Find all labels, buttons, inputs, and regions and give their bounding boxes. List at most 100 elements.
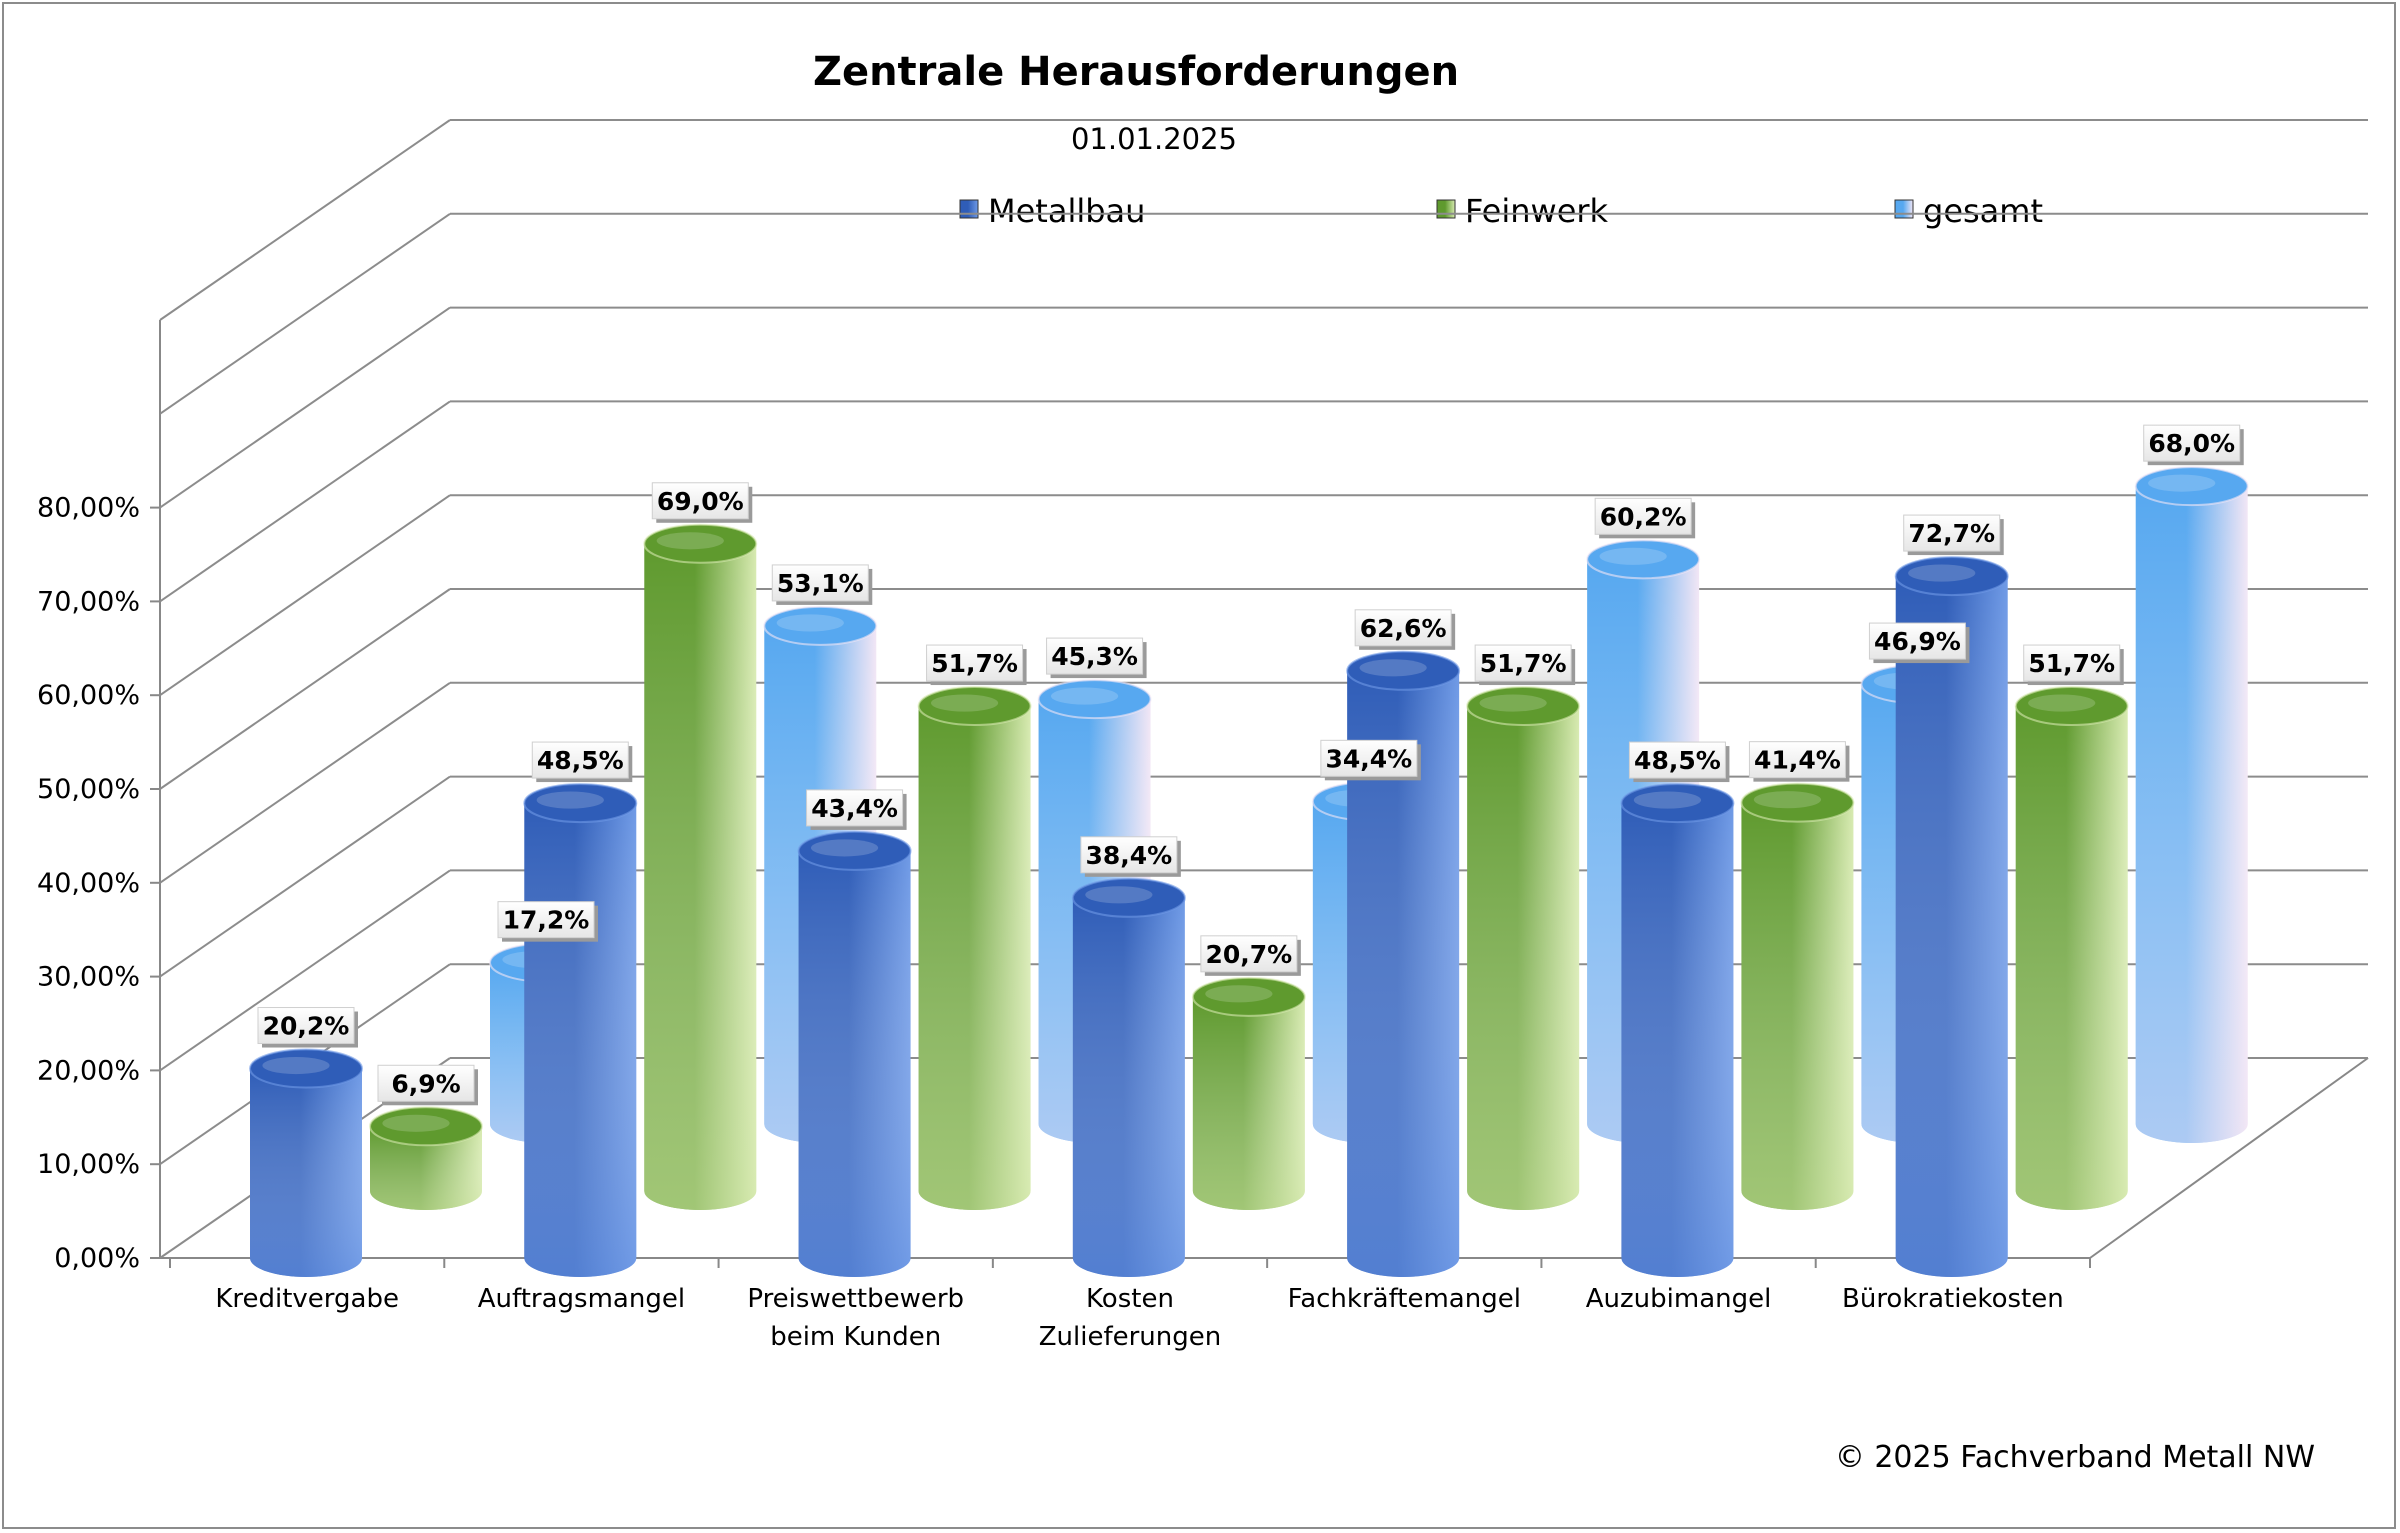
data-label-gesamt-5: 60,2% bbox=[1594, 497, 1696, 539]
legend-swatch bbox=[959, 199, 979, 219]
svg-text:43,4%: 43,4% bbox=[811, 794, 898, 823]
y-tick-label: 70,00% bbox=[37, 586, 140, 617]
svg-text:62,6%: 62,6% bbox=[1360, 614, 1447, 643]
bar-gesamt-7 bbox=[2134, 466, 2249, 1143]
data-label-metallbau-6: 48,5% bbox=[1628, 741, 1730, 783]
bar-feinwerk-5 bbox=[1466, 686, 1581, 1210]
bar-metallbau-4 bbox=[1071, 877, 1186, 1277]
y-tick-label: 50,00% bbox=[37, 774, 140, 805]
y-tick-label: 60,00% bbox=[37, 680, 140, 711]
legend-swatch bbox=[1894, 199, 1914, 219]
legend-item-metallbau: Metallbau bbox=[959, 192, 1145, 230]
legend-item-gesamt: gesamt bbox=[1894, 192, 2043, 230]
data-label-feinwerk-4: 20,7% bbox=[1200, 935, 1301, 976]
svg-text:68,0%: 68,0% bbox=[2148, 429, 2235, 458]
svg-text:34,4%: 34,4% bbox=[1325, 744, 1412, 773]
gridline-side bbox=[159, 212, 451, 415]
legend-label: Feinwerk bbox=[1465, 192, 1609, 230]
gridline-side bbox=[159, 588, 451, 790]
x-tick-label: Kosten bbox=[1086, 1284, 1174, 1314]
data-label-feinwerk-5: 51,7% bbox=[1474, 644, 1576, 686]
x-tick-label: Fachkräftemangel bbox=[1288, 1284, 1521, 1314]
data-label-feinwerk-2: 69,0% bbox=[651, 482, 753, 523]
svg-text:48,5%: 48,5% bbox=[1634, 746, 1721, 775]
x-tick-label: beim Kunden bbox=[770, 1322, 941, 1352]
bar-feinwerk-1 bbox=[369, 1106, 483, 1210]
data-label-feinwerk-6: 41,4% bbox=[1748, 741, 1850, 782]
gridline-side bbox=[159, 119, 451, 321]
bar-metallbau-7 bbox=[1894, 556, 2009, 1277]
data-label-gesamt-1: 17,2% bbox=[497, 901, 598, 942]
data-label-metallbau-5: 62,6% bbox=[1354, 609, 1456, 650]
svg-text:51,7%: 51,7% bbox=[2028, 649, 2115, 678]
y-tick-label: 30,00% bbox=[37, 962, 140, 993]
x-tick-label: Zulieferungen bbox=[1039, 1322, 1222, 1352]
legend-label: Metallbau bbox=[988, 192, 1145, 230]
legend-item-feinwerk: Feinwerk bbox=[1436, 192, 1609, 230]
x-tick-label: Preiswettbewerb bbox=[747, 1284, 964, 1314]
x-tick-label: Bürokratiekosten bbox=[1842, 1284, 2064, 1314]
bar-metallbau-3 bbox=[797, 830, 912, 1277]
copyright-notice: © 2025 Fachverband Metall NW bbox=[1835, 1440, 2315, 1475]
legend-label: gesamt bbox=[1923, 192, 2043, 230]
gridline-side bbox=[159, 400, 451, 603]
gridline-side bbox=[159, 681, 451, 884]
y-axis-ticks: 0,00% 10,00% 20,00% 30,00% 40,00% 50,00% 60,00… bbox=[37, 493, 160, 1274]
bar-feinwerk-4 bbox=[1191, 976, 1306, 1210]
y-tick-label: 0,00% bbox=[54, 1243, 140, 1274]
bar-feinwerk-7 bbox=[2014, 686, 2129, 1210]
bar-feinwerk-6 bbox=[1740, 782, 1855, 1210]
data-label-gesamt-7: 68,0% bbox=[2143, 424, 2244, 466]
data-label-gesamt-3: 45,3% bbox=[1046, 637, 1147, 679]
data-label-gesamt-4: 34,4% bbox=[1320, 739, 1421, 781]
data-label-metallbau-3: 43,4% bbox=[806, 789, 907, 830]
svg-text:51,7%: 51,7% bbox=[1480, 649, 1567, 678]
data-label-metallbau-7: 72,7% bbox=[1903, 514, 2004, 556]
svg-text:51,7%: 51,7% bbox=[931, 649, 1018, 678]
x-tick-label: Auzubimangel bbox=[1586, 1284, 1772, 1314]
svg-text:53,1%: 53,1% bbox=[777, 569, 864, 598]
svg-text:6,9%: 6,9% bbox=[391, 1069, 460, 1098]
svg-text:20,2%: 20,2% bbox=[263, 1012, 350, 1041]
chart-subtitle: 01.01.2025 bbox=[1071, 122, 1237, 156]
x-tick-label: Kreditvergabe bbox=[215, 1284, 399, 1314]
legend: Metallbau Feinwerk gesamt bbox=[959, 192, 2043, 230]
bar-feinwerk-2 bbox=[643, 523, 758, 1210]
svg-text:60,2%: 60,2% bbox=[1600, 502, 1687, 531]
y-tick-label: 40,00% bbox=[37, 868, 140, 899]
gridline-side bbox=[159, 775, 451, 978]
gridline-side bbox=[159, 306, 451, 509]
svg-text:45,3%: 45,3% bbox=[1051, 642, 1138, 671]
bar-metallbau-6 bbox=[1620, 783, 1735, 1277]
bar-metallbau-5 bbox=[1346, 650, 1461, 1277]
data-label-feinwerk-3: 51,7% bbox=[926, 644, 1027, 686]
svg-text:17,2%: 17,2% bbox=[503, 906, 590, 935]
chart-title: Zentrale Herausforderungen bbox=[813, 49, 1459, 95]
data-label-feinwerk-7: 51,7% bbox=[2023, 644, 2124, 686]
gridline-side bbox=[159, 869, 451, 1072]
y-tick-label: 10,00% bbox=[37, 1149, 140, 1180]
svg-text:38,4%: 38,4% bbox=[1085, 841, 1172, 870]
data-label-metallbau-2: 48,5% bbox=[531, 741, 633, 783]
bar-feinwerk-3 bbox=[917, 686, 1032, 1210]
svg-text:72,7%: 72,7% bbox=[1908, 519, 1995, 548]
x-tick-label: Auftragsmangel bbox=[478, 1284, 685, 1314]
svg-text:20,7%: 20,7% bbox=[1205, 940, 1292, 969]
data-label-gesamt-6: 46,9% bbox=[1868, 622, 1970, 664]
svg-text:41,4%: 41,4% bbox=[1754, 746, 1841, 775]
data-label-feinwerk-1: 6,9% bbox=[377, 1064, 478, 1106]
y-tick-label: 20,00% bbox=[37, 1055, 140, 1086]
bar-metallbau-1 bbox=[249, 1048, 363, 1277]
svg-text:46,9%: 46,9% bbox=[1874, 627, 1961, 656]
bar-metallbau-2 bbox=[523, 783, 638, 1277]
bar-series: 17,2% 53,1% 45,3% 34,4% 60,2% 46,9% 68,0% 6,9% 6… bbox=[249, 424, 2249, 1277]
y-tick-label: 80,00% bbox=[37, 493, 140, 524]
x-axis-ticks: Kreditvergabe Auftragsmangel Preiswettbewe… bbox=[169, 1258, 2091, 1352]
data-label-gesamt-2: 53,1% bbox=[771, 564, 873, 605]
legend-swatch bbox=[1436, 199, 1456, 219]
data-label-metallbau-4: 38,4% bbox=[1080, 836, 1181, 877]
svg-text:48,5%: 48,5% bbox=[537, 746, 624, 775]
svg-text:69,0%: 69,0% bbox=[657, 487, 744, 516]
gridline-side bbox=[159, 494, 451, 697]
